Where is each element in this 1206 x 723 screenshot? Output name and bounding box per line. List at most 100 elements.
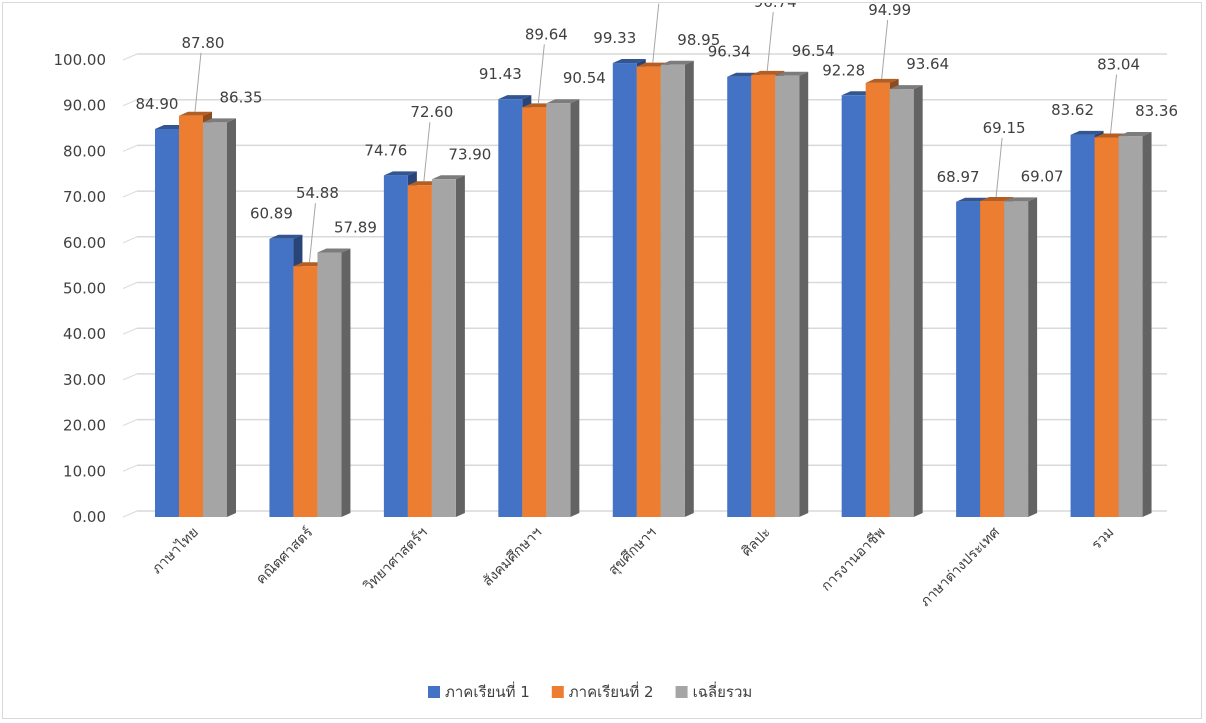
gridline-diagonal — [122, 236, 138, 244]
bar-top — [1004, 197, 1038, 202]
bar — [751, 74, 776, 518]
leader-line — [537, 44, 545, 104]
data-label: 84.90 — [136, 95, 179, 113]
bar-top — [431, 175, 465, 180]
bar-top — [889, 85, 923, 90]
bar — [546, 103, 571, 517]
x-tick-label: ศิลปะ — [739, 525, 774, 560]
y-tick-label: 0.00 — [73, 508, 106, 526]
data-label: 69.07 — [1021, 167, 1064, 185]
data-label: 54.88 — [296, 184, 339, 202]
bar-top — [179, 111, 212, 116]
bar-top — [980, 196, 1014, 201]
bar-top — [383, 171, 417, 176]
y-tick-label: 10.00 — [63, 462, 106, 480]
bar-top — [269, 234, 303, 239]
data-label: 68.97 — [937, 168, 980, 186]
data-label: 83.62 — [1051, 101, 1094, 119]
bar — [775, 75, 800, 518]
legend-item: ภาคเรียนที่ 1 — [445, 681, 530, 701]
bar — [179, 115, 203, 517]
data-label: 91.43 — [479, 65, 522, 83]
data-label: 74.76 — [364, 141, 407, 159]
bar-top — [865, 78, 899, 83]
bar-side — [799, 71, 809, 518]
x-tick-label: ภาษาต่างประเทศ — [918, 524, 1003, 609]
y-axis: 0.00 10.00 20.00 30.00 40.00 50.00 60.00 70.00 8… — [54, 51, 107, 526]
bar — [1118, 136, 1143, 517]
data-label: 99.33 — [593, 29, 636, 47]
leader-line — [423, 122, 431, 182]
bar — [727, 76, 752, 517]
legend-swatch — [675, 686, 688, 698]
bar-top — [751, 70, 785, 75]
bar — [407, 185, 432, 517]
x-tick-label: ภาษาไทย — [148, 524, 201, 577]
data-label: 73.90 — [448, 145, 491, 163]
chart-svg: 0.00 10.00 20.00 30.00 40.00 50.00 60.00 70.00 8… — [54, 3, 1179, 701]
x-tick-label: คณิตศาสตร์ — [252, 523, 316, 587]
data-label: 72.60 — [410, 103, 453, 121]
gridline-diagonal — [122, 419, 138, 427]
x-tick-label: สังคมศึกษาฯ — [480, 525, 545, 590]
legend-item: เฉลี่ยรวม — [693, 681, 753, 701]
bar — [980, 200, 1005, 517]
bar — [956, 201, 981, 517]
y-tick-label: 40.00 — [63, 325, 106, 343]
bar — [431, 179, 456, 518]
gridline-diagonal — [122, 373, 138, 381]
gridline-diagonal — [122, 510, 138, 518]
bar-side — [227, 118, 236, 518]
y-tick-label: 20.00 — [63, 417, 106, 435]
bar-side — [570, 99, 580, 517]
bar-side — [455, 175, 465, 518]
bar — [155, 129, 179, 517]
leader-line — [995, 137, 1003, 198]
y-tick-label: 80.00 — [63, 142, 106, 160]
bar-side — [341, 248, 351, 518]
leader-line — [308, 203, 316, 263]
gridline-diagonal — [122, 99, 138, 107]
data-label: 83.04 — [1097, 56, 1140, 74]
bar-top — [498, 95, 532, 100]
data-label: 57.89 — [334, 218, 377, 236]
bar-top — [660, 60, 694, 65]
legend-swatch — [428, 686, 440, 698]
bar-top — [203, 118, 236, 123]
x-tick-label: วิทยาศาสตร์ฯ — [360, 524, 431, 595]
bar — [1004, 201, 1029, 517]
x-tick-label: การงานอาชีพ — [818, 525, 888, 595]
legend: ภาคเรียนที่ 1 ภาคเรียนที่ 2 เฉลี่ยรวม — [428, 681, 752, 701]
bar — [1070, 134, 1095, 517]
bar — [865, 82, 890, 518]
data-label: 87.80 — [182, 34, 225, 52]
data-label: 96.34 — [708, 43, 751, 61]
gridline-diagonal — [122, 144, 138, 152]
data-label: 96.74 — [754, 3, 797, 11]
bar — [889, 89, 914, 518]
data-label: 60.89 — [250, 205, 293, 223]
x-tick-label: สุขศึกษาฯ — [606, 525, 660, 579]
leader-line — [766, 11, 774, 71]
leader-line — [194, 52, 202, 112]
bar-top — [546, 99, 580, 104]
y-tick-label: 30.00 — [63, 371, 106, 389]
bar-top — [1118, 132, 1152, 137]
bar — [293, 266, 318, 517]
data-label: 89.64 — [525, 25, 568, 43]
leader-line — [1110, 74, 1118, 134]
data-label: 83.36 — [1135, 102, 1178, 120]
gridline-diagonal — [122, 282, 138, 289]
data-label: 96.54 — [792, 42, 835, 60]
bar-top — [1070, 130, 1104, 135]
data-label: 69.15 — [983, 119, 1026, 137]
leader-line — [652, 3, 660, 63]
bar — [841, 95, 866, 518]
bars — [155, 59, 1152, 518]
leader-line — [881, 19, 889, 79]
data-label: 92.28 — [822, 61, 865, 79]
bar — [317, 252, 342, 518]
y-tick-label: 90.00 — [63, 97, 106, 115]
